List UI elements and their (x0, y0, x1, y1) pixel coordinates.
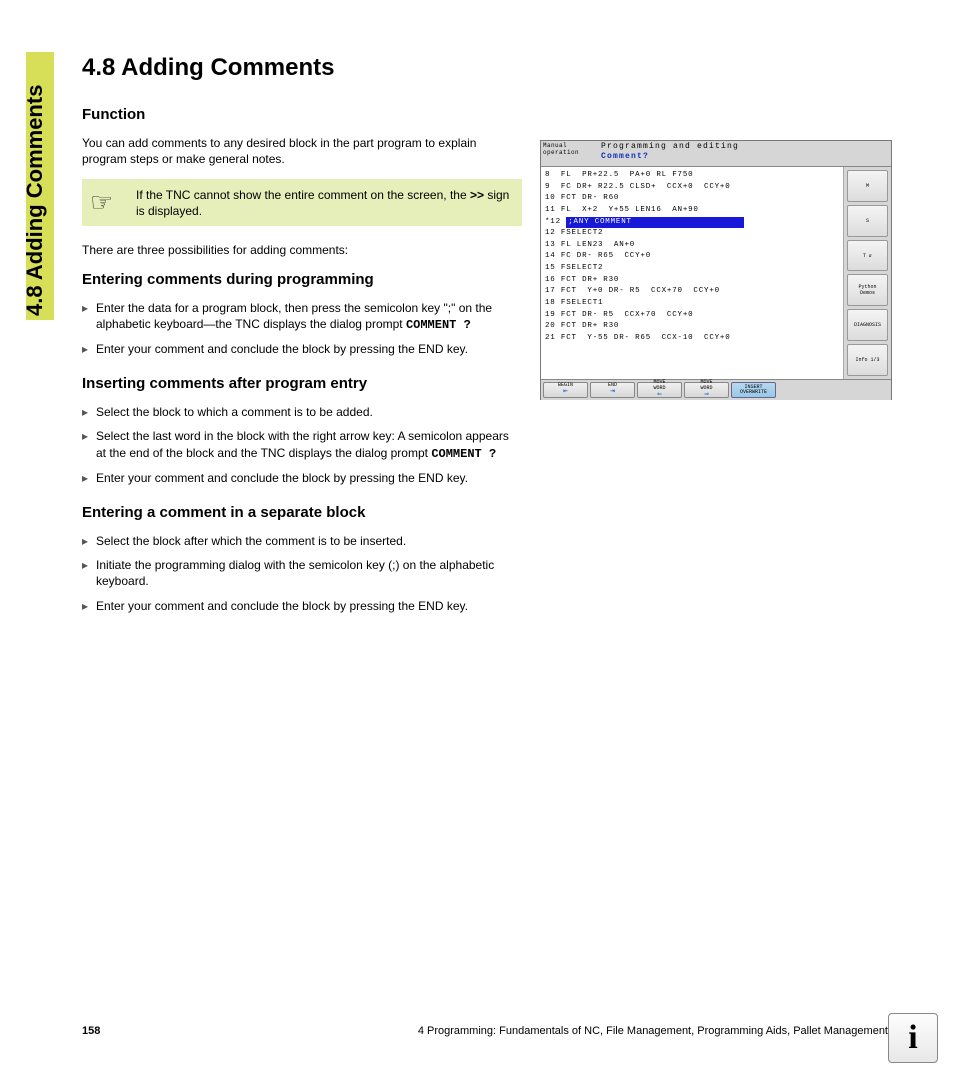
list-item: ▸Enter your comment and conclude the blo… (82, 470, 522, 486)
list-item: ▸Select the last word in the block with … (82, 428, 522, 461)
bullet-text: Enter your comment and conclude the bloc… (96, 470, 522, 486)
side-section-title: 4.8 Adding Comments (22, 85, 48, 316)
screenshot-title: Programming and editing Comment? (597, 141, 891, 166)
softkey[interactable]: BEGIN⇤ (543, 382, 588, 398)
softkey[interactable]: MOVE WORD⇒ (684, 382, 729, 398)
bullet-text: Select the block to which a comment is t… (96, 404, 522, 420)
side-softkey[interactable]: T ⇵ (847, 240, 888, 272)
list-item: ▸Select the block after which the commen… (82, 533, 522, 549)
section4-list: ▸Select the block after which the commen… (82, 533, 522, 614)
softkey[interactable]: MOVE WORD⇐ (637, 382, 682, 398)
bullet-text: Select the block after which the comment… (96, 533, 522, 549)
chapter-title: 4 Programming: Fundamentals of NC, File … (142, 1025, 900, 1037)
side-button-column: MST ⇵Python DemosDIAGNOSISInfo 1/3 (843, 167, 891, 379)
page-footer: 158 4 Programming: Fundamentals of NC, F… (82, 1025, 900, 1037)
function-para-1: You can add comments to any desired bloc… (82, 135, 522, 167)
note-text: If the TNC cannot show the entire commen… (130, 187, 512, 219)
bullet-icon: ▸ (82, 428, 96, 461)
code-listing: 8 FL PR+22.5 PA+0 RL F750 9 FC DR+ R22.5… (541, 167, 843, 379)
bullet-icon: ▸ (82, 598, 96, 614)
screenshot-header: Manual operation Programming and editing… (541, 141, 891, 167)
bullet-icon: ▸ (82, 533, 96, 549)
side-softkey[interactable]: Info 1/3 (847, 344, 888, 376)
bullet-text: Enter your comment and conclude the bloc… (96, 598, 522, 614)
bullet-icon: ▸ (82, 470, 96, 486)
note-box: ☞ If the TNC cannot show the entire comm… (82, 179, 522, 226)
list-item: ▸Enter your comment and conclude the blo… (82, 341, 522, 357)
page-heading: 4.8 Adding Comments (82, 54, 522, 82)
list-item: ▸Initiate the programming dialog with th… (82, 557, 522, 589)
list-item: ▸Enter your comment and conclude the blo… (82, 598, 522, 614)
softkey[interactable]: END⇥ (590, 382, 635, 398)
info-icon: i (888, 1013, 938, 1063)
bullet-icon: ▸ (82, 341, 96, 357)
bullet-text: Select the last word in the block with t… (96, 428, 522, 461)
list-item: ▸Select the block to which a comment is … (82, 404, 522, 420)
mode-label: Manual operation (541, 141, 597, 166)
bullet-icon: ▸ (82, 404, 96, 420)
tnc-screenshot: Manual operation Programming and editing… (540, 140, 892, 400)
section4-heading: Entering a comment in a separate block (82, 504, 522, 521)
side-softkey[interactable]: M (847, 170, 888, 202)
side-softkey[interactable]: S (847, 205, 888, 237)
list-item: ▸Enter the data for a program block, the… (82, 300, 522, 333)
section2-list: ▸Enter the data for a program block, the… (82, 300, 522, 358)
side-softkey[interactable]: DIAGNOSIS (847, 309, 888, 341)
page-number: 158 (82, 1025, 142, 1037)
softkey[interactable]: INSERT OVERWRITE (731, 382, 776, 398)
bullet-icon: ▸ (82, 557, 96, 589)
bullet-text: Initiate the programming dialog with the… (96, 557, 522, 589)
main-content: 4.8 Adding Comments Function You can add… (82, 54, 522, 632)
side-softkey[interactable]: Python Demos (847, 274, 888, 306)
bullet-icon: ▸ (82, 300, 96, 333)
function-para-2: There are three possibilities for adding… (82, 242, 522, 258)
section2-heading: Entering comments during programming (82, 271, 522, 288)
section3-heading: Inserting comments after program entry (82, 375, 522, 392)
hand-point-icon: ☞ (90, 185, 130, 220)
section3-list: ▸Select the block to which a comment is … (82, 404, 522, 486)
bullet-text: Enter your comment and conclude the bloc… (96, 341, 522, 357)
bullet-text: Enter the data for a program block, then… (96, 300, 522, 333)
function-heading: Function (82, 106, 522, 123)
softkey-row: BEGIN⇤END⇥MOVE WORD⇐MOVE WORD⇒INSERT OVE… (541, 379, 891, 400)
